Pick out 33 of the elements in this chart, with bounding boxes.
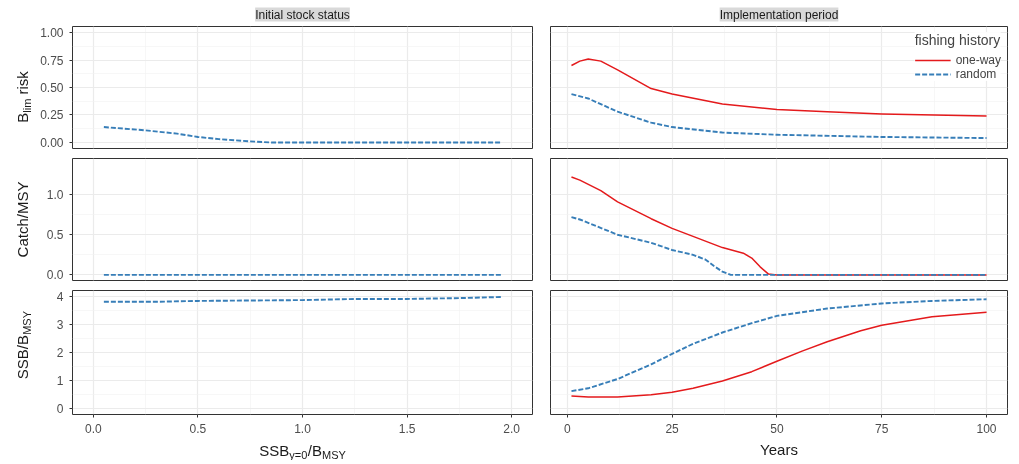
y-tick-label: 0.75 bbox=[40, 53, 64, 68]
x-tick-label: 25 bbox=[665, 421, 680, 436]
legend-label: random bbox=[955, 67, 997, 81]
x-tick-label: 100 bbox=[976, 421, 997, 436]
y-tick-label: 3 bbox=[56, 317, 64, 332]
y-tick-label: 1.00 bbox=[40, 26, 64, 41]
x-axis-title: Years bbox=[760, 440, 798, 458]
y-tick-label: 0.5 bbox=[46, 228, 64, 243]
y-tick-label: 2 bbox=[56, 346, 64, 360]
legend-title: fishing history bbox=[914, 32, 1001, 48]
line-series bbox=[102, 126, 503, 144]
y-tick-label: 0.0 bbox=[46, 268, 64, 283]
y-axis-title: Blim risk bbox=[14, 70, 33, 123]
y-axis-title: Catch/MSY bbox=[14, 181, 31, 258]
legend-label: one-way bbox=[955, 53, 1001, 67]
y-tick-label: 1 bbox=[56, 374, 64, 389]
y-axis-title: SSB/BMSY bbox=[14, 310, 33, 380]
x-tick-label: 2.0 bbox=[503, 421, 521, 436]
x-tick-label: 0 bbox=[563, 421, 571, 436]
y-tick-label: 0.50 bbox=[40, 81, 64, 95]
x-tick-label: 50 bbox=[770, 421, 784, 436]
y-tick-label: 1.0 bbox=[46, 188, 64, 203]
x-tick-label: 0.5 bbox=[189, 421, 207, 436]
chart-title: Initial stock status bbox=[255, 7, 350, 22]
y-tick-label: 4 bbox=[56, 289, 64, 304]
y-tick-label: 0.00 bbox=[40, 135, 64, 150]
y-tick-label: 0.25 bbox=[40, 108, 64, 123]
x-tick-label: 1.5 bbox=[398, 421, 416, 436]
chart-title: Implementation period bbox=[719, 7, 839, 22]
x-tick-label: 75 bbox=[875, 421, 889, 436]
x-tick-label: 1.0 bbox=[294, 421, 312, 436]
x-tick-label: 0.0 bbox=[85, 421, 103, 436]
y-tick-label: 0 bbox=[56, 402, 64, 417]
